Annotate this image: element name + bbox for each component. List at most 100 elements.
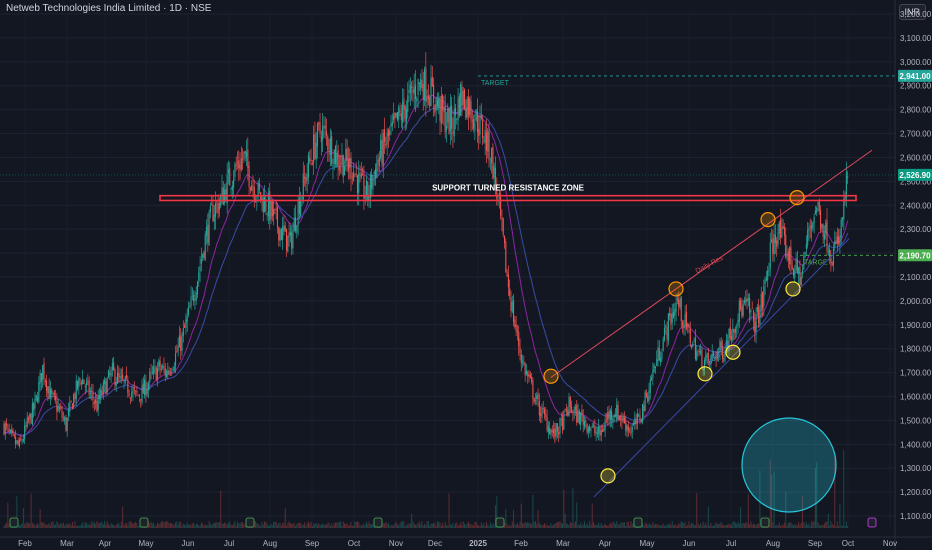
- volume-bar: [540, 524, 542, 528]
- volume-bar: [200, 522, 202, 528]
- candle-body: [177, 346, 179, 351]
- volume-bar: [755, 524, 757, 528]
- volume-bar: [218, 521, 220, 528]
- candle-body: [514, 319, 516, 328]
- candle-body: [483, 140, 485, 142]
- candle-body: [61, 410, 63, 418]
- candle-body: [538, 401, 540, 416]
- volume-bar: [673, 525, 675, 528]
- candle-body: [587, 427, 589, 433]
- candle-body: [449, 106, 451, 132]
- price-tick-label: 1,300.00: [900, 464, 932, 473]
- candle-body: [804, 251, 806, 258]
- candle-body: [738, 300, 740, 322]
- volume-bar: [97, 522, 99, 528]
- candle-body: [275, 208, 277, 210]
- volume-bar: [331, 523, 333, 528]
- candle-body: [489, 162, 491, 164]
- candle-body: [461, 86, 463, 106]
- volume-bar: [524, 521, 526, 528]
- volume-bar: [839, 503, 841, 528]
- volume-bar: [627, 521, 629, 528]
- candle-body: [236, 162, 239, 164]
- volume-bar: [53, 524, 55, 528]
- candle-body: [393, 115, 395, 121]
- candle-body: [647, 396, 649, 402]
- candle-body: [693, 339, 695, 341]
- volume-bar: [542, 524, 544, 528]
- candle-body: [416, 98, 418, 102]
- time-tick-label: Aug: [263, 539, 277, 548]
- volume-bar: [233, 523, 235, 528]
- volume-bar: [171, 522, 173, 528]
- volume-bar: [773, 472, 775, 528]
- volume-bar: [696, 493, 698, 528]
- time-tick-label: Apr: [599, 539, 612, 548]
- volume-bar: [199, 524, 201, 528]
- volume-bar: [713, 525, 714, 528]
- volume-bar: [818, 524, 820, 528]
- candle-body: [194, 299, 196, 301]
- chart-title: Netweb Technologies India Limited · 1D ·…: [6, 3, 212, 14]
- volume-bar: [168, 523, 170, 528]
- candle-body: [33, 402, 35, 411]
- volume-bar: [605, 525, 607, 528]
- candle-body: [337, 150, 339, 167]
- candle-body: [663, 328, 666, 341]
- candle-body: [105, 381, 107, 395]
- candle-body: [334, 146, 337, 165]
- price-tick-label: 2,900.00: [900, 82, 932, 91]
- candle-body: [110, 369, 112, 377]
- volume-bar: [138, 525, 140, 528]
- candle-body: [565, 409, 567, 410]
- volume-bar: [74, 521, 76, 528]
- volume-bar: [791, 523, 793, 528]
- candle-body: [598, 426, 600, 434]
- price-tags: 2,941.00 2,526.90 2,190.70: [0, 69, 932, 262]
- volume-bar: [807, 524, 809, 528]
- candle-body: [520, 353, 522, 364]
- candle-body: [463, 89, 466, 109]
- volume-bar: [483, 522, 485, 528]
- volume-bar: [391, 525, 393, 528]
- volume-bar: [692, 523, 694, 528]
- candle-body: [420, 79, 422, 89]
- volume-bar: [25, 523, 27, 528]
- candle-body: [12, 430, 14, 434]
- volume-bar: [211, 525, 213, 528]
- volume-bar: [114, 525, 116, 528]
- volume-bar: [296, 523, 298, 528]
- volume-bar: [190, 525, 192, 528]
- volume-bar: [688, 521, 690, 528]
- volume-bar: [515, 524, 517, 528]
- volume-bar: [351, 525, 353, 528]
- volume-bar: [733, 521, 735, 528]
- candle-body: [111, 363, 113, 370]
- candle-body: [135, 390, 137, 392]
- volume-bar: [660, 525, 662, 528]
- candle-body: [74, 393, 76, 400]
- candle-body: [309, 158, 311, 162]
- candle-body: [207, 224, 209, 243]
- candle-body: [728, 328, 730, 350]
- volume-bar: [719, 523, 721, 528]
- volume-bar: [648, 523, 650, 528]
- currency-button[interactable]: INR: [898, 4, 926, 20]
- volume-bar: [435, 525, 437, 528]
- candle-body: [407, 95, 409, 113]
- volume-bar: [752, 523, 754, 528]
- volume-bar: [304, 522, 306, 528]
- candle-body: [494, 168, 497, 186]
- candle-body: [347, 159, 349, 171]
- candle-body: [184, 325, 186, 328]
- candle-body: [372, 176, 374, 190]
- candle-body: [258, 183, 260, 190]
- volume-bar: [389, 525, 391, 528]
- candle-body: [452, 131, 454, 134]
- candle-body: [554, 428, 556, 438]
- candle-body: [324, 125, 326, 129]
- volume-bar: [337, 522, 339, 528]
- candle-body: [723, 358, 725, 362]
- volume-bar: [359, 525, 361, 528]
